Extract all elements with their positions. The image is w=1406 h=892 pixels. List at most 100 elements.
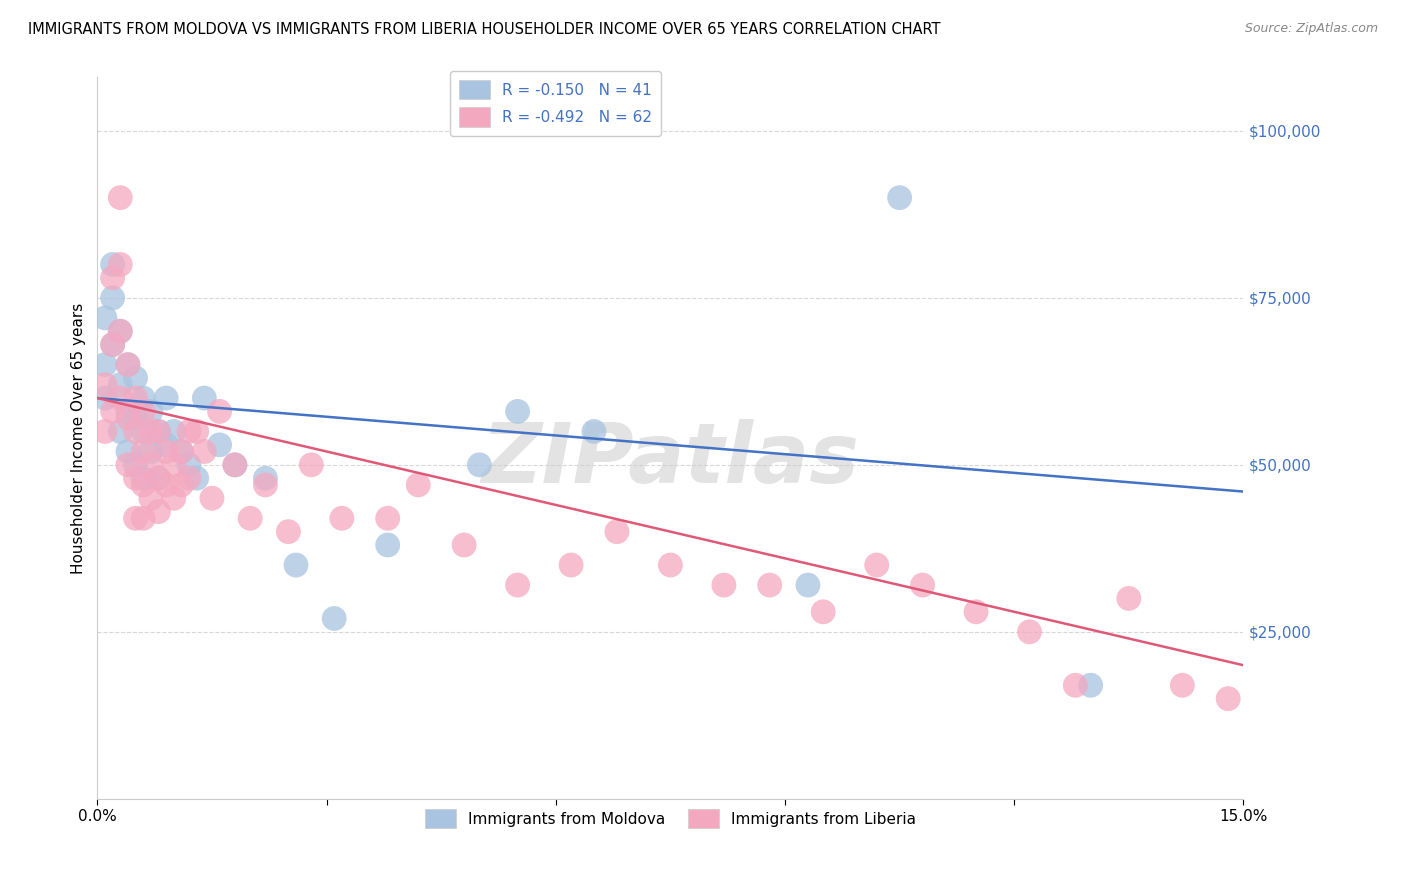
Point xyxy=(659,558,682,572)
Point xyxy=(148,471,170,485)
Point xyxy=(1080,678,1102,692)
Point xyxy=(299,458,322,472)
Point xyxy=(101,270,124,285)
Point xyxy=(132,478,155,492)
Point xyxy=(170,444,193,458)
Point xyxy=(323,611,346,625)
Point xyxy=(124,425,146,439)
Point xyxy=(124,511,146,525)
Point xyxy=(110,257,132,271)
Point xyxy=(94,358,117,372)
Point xyxy=(224,458,246,472)
Point xyxy=(110,324,132,338)
Point xyxy=(506,404,529,418)
Point xyxy=(101,337,124,351)
Y-axis label: Householder Income Over 65 years: Householder Income Over 65 years xyxy=(72,302,86,574)
Point xyxy=(94,425,117,439)
Point xyxy=(110,377,132,392)
Point xyxy=(101,291,124,305)
Point xyxy=(124,391,146,405)
Point xyxy=(132,404,155,418)
Point xyxy=(117,444,139,458)
Point xyxy=(148,425,170,439)
Point xyxy=(224,458,246,472)
Point xyxy=(797,578,820,592)
Point xyxy=(124,411,146,425)
Point xyxy=(139,444,162,458)
Point xyxy=(285,558,308,572)
Point xyxy=(117,358,139,372)
Point xyxy=(506,578,529,592)
Point xyxy=(813,605,835,619)
Point xyxy=(139,425,162,439)
Point xyxy=(132,471,155,485)
Point xyxy=(965,605,987,619)
Point xyxy=(186,471,208,485)
Point xyxy=(254,471,277,485)
Point xyxy=(758,578,780,592)
Text: ZIPatlas: ZIPatlas xyxy=(481,419,859,500)
Point xyxy=(208,404,231,418)
Text: Source: ZipAtlas.com: Source: ZipAtlas.com xyxy=(1244,22,1378,36)
Point xyxy=(110,191,132,205)
Point xyxy=(124,371,146,385)
Point xyxy=(606,524,628,539)
Point xyxy=(132,425,155,439)
Point xyxy=(132,511,155,525)
Point xyxy=(110,391,132,405)
Point xyxy=(155,391,177,405)
Point xyxy=(377,511,399,525)
Point xyxy=(139,458,162,472)
Point xyxy=(330,511,353,525)
Point xyxy=(911,578,934,592)
Point xyxy=(254,478,277,492)
Point xyxy=(110,425,132,439)
Point xyxy=(117,358,139,372)
Point xyxy=(117,458,139,472)
Point xyxy=(277,524,299,539)
Point xyxy=(163,425,186,439)
Point xyxy=(124,471,146,485)
Point xyxy=(163,491,186,506)
Point xyxy=(186,425,208,439)
Point xyxy=(139,491,162,506)
Point xyxy=(713,578,735,592)
Point xyxy=(1064,678,1087,692)
Point xyxy=(155,438,177,452)
Point xyxy=(94,391,117,405)
Point xyxy=(1118,591,1140,606)
Point xyxy=(177,458,200,472)
Point xyxy=(132,391,155,405)
Point xyxy=(110,324,132,338)
Point xyxy=(208,438,231,452)
Point xyxy=(193,391,215,405)
Point xyxy=(148,505,170,519)
Point xyxy=(117,411,139,425)
Point xyxy=(163,458,186,472)
Point xyxy=(170,444,193,458)
Point xyxy=(101,257,124,271)
Point xyxy=(94,310,117,325)
Point xyxy=(101,337,124,351)
Point xyxy=(201,491,224,506)
Point xyxy=(1018,624,1040,639)
Point xyxy=(468,458,491,472)
Text: IMMIGRANTS FROM MOLDOVA VS IMMIGRANTS FROM LIBERIA HOUSEHOLDER INCOME OVER 65 YE: IMMIGRANTS FROM MOLDOVA VS IMMIGRANTS FR… xyxy=(28,22,941,37)
Point xyxy=(377,538,399,552)
Point xyxy=(1218,691,1240,706)
Point xyxy=(155,478,177,492)
Point xyxy=(177,471,200,485)
Point xyxy=(453,538,475,552)
Legend: Immigrants from Moldova, Immigrants from Liberia: Immigrants from Moldova, Immigrants from… xyxy=(419,803,922,835)
Point xyxy=(170,478,193,492)
Point xyxy=(132,444,155,458)
Point xyxy=(155,444,177,458)
Point xyxy=(582,425,605,439)
Point xyxy=(193,444,215,458)
Point xyxy=(177,425,200,439)
Point xyxy=(866,558,889,572)
Point xyxy=(560,558,582,572)
Point xyxy=(94,377,117,392)
Point xyxy=(139,404,162,418)
Point xyxy=(889,191,911,205)
